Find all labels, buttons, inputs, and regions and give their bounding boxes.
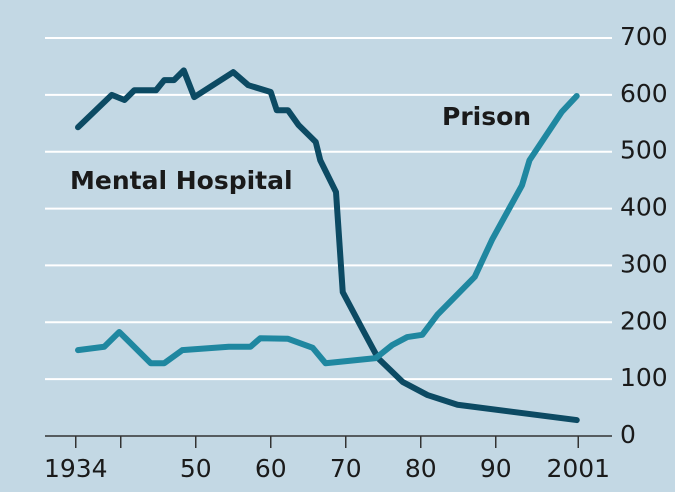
x-tick-label: 70 <box>330 454 362 483</box>
y-tick-label: 500 <box>620 136 668 165</box>
y-tick-label: 300 <box>620 249 668 278</box>
y-tick-label: 400 <box>620 193 668 222</box>
series-label: Prison <box>442 102 531 131</box>
x-tick-label: 80 <box>405 454 437 483</box>
line <box>75 92 580 367</box>
x-tick-label: 2001 <box>546 454 610 483</box>
y-tick-label: 200 <box>620 306 668 335</box>
y-tick-label: 100 <box>620 363 668 392</box>
y-tick-label: 0 <box>620 420 636 449</box>
x-tick-label: 90 <box>480 454 512 483</box>
y-tick-label: 600 <box>620 79 668 108</box>
x-tick-label: 50 <box>180 454 212 483</box>
x-tick-label: 60 <box>255 454 287 483</box>
x-tick-label: 1934 <box>44 454 108 483</box>
series-label: Mental Hospital <box>70 166 293 195</box>
y-tick-label: 700 <box>620 22 668 51</box>
